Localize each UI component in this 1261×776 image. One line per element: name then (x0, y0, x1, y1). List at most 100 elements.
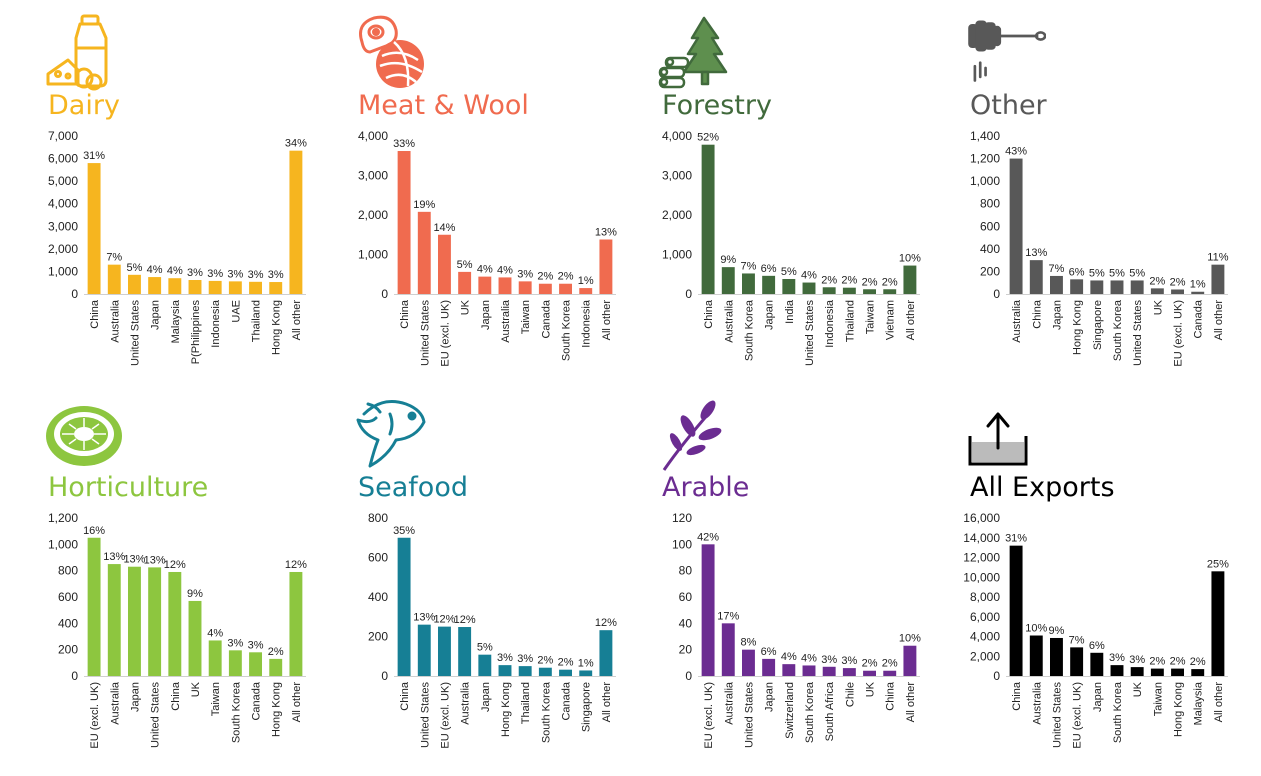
bar (107, 564, 121, 676)
data-label: 25% (1207, 558, 1229, 570)
x-tick-label: Singapore (1092, 300, 1104, 350)
bar (168, 278, 182, 294)
x-tick-label: South Korea (1112, 681, 1124, 743)
x-tick-label: Hong Kong (271, 682, 283, 737)
bar (208, 280, 222, 294)
x-tick-label: China (89, 299, 101, 329)
x-tick-label: P(Philippines (190, 300, 202, 365)
data-label: 19% (413, 199, 435, 211)
all-exports-bar-chart: 0 2,000 4,000 6,000 8,000 10,000 12,000 14,000 1… (963, 511, 1229, 749)
y-tick-label: 1,200 (970, 152, 1000, 166)
bar (1029, 635, 1043, 676)
data-label: 33% (393, 138, 415, 150)
bar (1211, 571, 1225, 676)
x-tick-label: EU (excl. UK) (89, 682, 101, 749)
bar (127, 566, 141, 676)
data-label: 4% (781, 651, 797, 663)
bar (822, 287, 836, 294)
x-tick-label: China (1031, 299, 1043, 329)
data-label: 1% (578, 275, 594, 287)
bar (249, 652, 263, 676)
x-tick-label: China (399, 299, 411, 329)
bar (208, 640, 222, 676)
x-tick-label: South Korea (743, 299, 755, 361)
panel-title: Dairy (48, 90, 120, 121)
bar (498, 277, 512, 294)
x-tick-label: China (170, 681, 182, 711)
data-label: 11% (1207, 252, 1228, 264)
bar (538, 283, 552, 294)
x-tick-label: China (399, 681, 411, 711)
x-tick-label: India (784, 299, 796, 324)
x-tick-label: UK (1152, 299, 1164, 315)
dairy-panel: Dairy 0 1,000 2,000 3,000 4,000 5,000 6,000 7,0… (44, 12, 344, 392)
data-label: 6% (761, 646, 777, 658)
bar (1171, 289, 1185, 294)
x-tick-label: Australia (723, 681, 735, 725)
bar (762, 658, 776, 676)
horticulture-panel: Horticulture 0 200 400 600 800 1,000 1,200 16% E… (44, 394, 344, 774)
data-label: 2% (1149, 656, 1165, 668)
data-label: 12% (433, 614, 455, 626)
data-label: 31% (1005, 533, 1027, 545)
data-label: 3% (841, 655, 857, 667)
data-label: 5% (477, 642, 493, 654)
bar (1150, 288, 1164, 294)
x-tick-label: Canada (561, 681, 573, 720)
bar (249, 281, 263, 294)
x-tick-label: Japan (764, 682, 776, 712)
y-tick-label: 5,000 (48, 174, 78, 188)
data-label: 3% (248, 269, 264, 281)
data-label: 2% (862, 276, 878, 288)
x-tick-label: Australia (460, 681, 472, 725)
bar (741, 649, 755, 676)
kiwifruit-icon (46, 406, 122, 466)
bar (903, 265, 917, 294)
x-tick-label: China (885, 681, 897, 711)
y-tick-label: 0 (685, 669, 692, 683)
bar (1110, 280, 1124, 294)
data-label: 5% (1109, 267, 1125, 279)
bar (1171, 668, 1185, 676)
data-label: 2% (537, 271, 553, 283)
x-tick-label: South Korea (230, 681, 242, 743)
data-label: 2% (1190, 656, 1206, 668)
x-tick-label: Hong Kong (1173, 682, 1185, 737)
y-tick-label: 800 (368, 511, 388, 525)
x-tick-label: Australia (109, 299, 121, 343)
bar (87, 537, 101, 676)
x-tick-label: Thailand (251, 300, 263, 342)
data-label: 3% (517, 653, 533, 665)
y-tick-label: 4,000 (970, 630, 1000, 644)
arable-panel: Arable 0 20 40 60 80 100 120 42% EU (excl. UK) 17… (658, 394, 958, 774)
x-tick-label: Taiwan (865, 300, 877, 334)
bar (127, 274, 141, 294)
x-tick-label: Taiwan (1152, 682, 1164, 716)
bar (1009, 545, 1023, 676)
meat-wool-bar-chart: 0 1,000 2,000 3,000 4,000 33% China 19% United S… (358, 129, 617, 367)
x-tick-label: Canada (251, 681, 263, 720)
x-tick-label: UK (460, 299, 472, 315)
x-tick-label: Vietnam (885, 300, 897, 340)
horticulture-bar-chart: 0 200 400 600 800 1,000 1,200 16% EU (excl. UK) 1… (48, 511, 307, 749)
data-label: 2% (1170, 276, 1186, 288)
y-tick-label: 600 (980, 219, 1000, 233)
panel-title: All Exports (970, 472, 1115, 503)
x-tick-label: Taiwan (520, 300, 532, 334)
data-label: 1% (1190, 279, 1206, 291)
x-tick-label: EU (excl. UK) (1173, 300, 1185, 367)
bar (538, 667, 552, 676)
x-tick-label: Japan (129, 682, 141, 712)
data-label: 43% (1005, 146, 1027, 158)
y-tick-label: 800 (58, 564, 78, 578)
x-tick-label: United States (150, 682, 162, 749)
data-label: 10% (899, 253, 921, 265)
panel-title: Meat & Wool (358, 90, 529, 121)
y-tick-label: 7,000 (48, 129, 78, 143)
data-label: 4% (167, 265, 183, 277)
wheat-icon (662, 400, 722, 471)
y-tick-label: 1,000 (970, 174, 1000, 188)
other-panel: Other 0 200 400 600 800 1,000 1,200 1,400 43% Aus… (966, 12, 1261, 392)
x-tick-label: Japan (1051, 300, 1063, 330)
x-tick-label: Australia (1011, 299, 1023, 343)
